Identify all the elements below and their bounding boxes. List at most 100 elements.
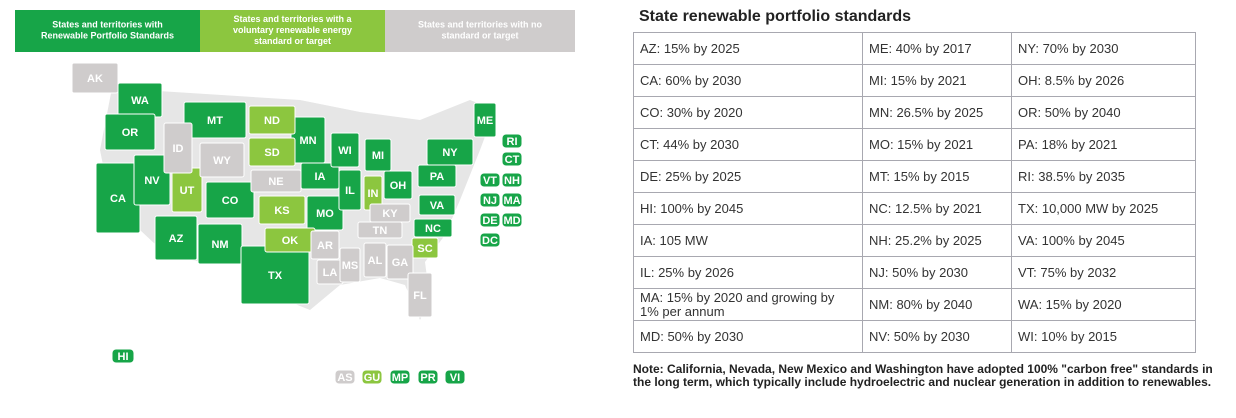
table-cell: NH: 25.2% by 2025: [862, 224, 1012, 257]
table-cell: VA: 100% by 2045: [1011, 224, 1196, 257]
state-shape: [111, 348, 135, 364]
state-shape: [501, 172, 523, 188]
state-label: NH: [504, 175, 520, 187]
state-label: VT: [483, 175, 497, 187]
state-label: OH: [390, 180, 407, 192]
state-label: UT: [180, 185, 195, 197]
map: States and territories with Renewable Por…: [15, 10, 575, 385]
state-shape: [334, 369, 356, 385]
table-cell: NC: 12.5% by 2021: [862, 192, 1012, 225]
state-shape: [104, 113, 156, 151]
state-shape: [473, 102, 497, 138]
table-cell: CA: 60% by 2030: [633, 64, 863, 97]
table-cell: IA: 105 MW: [633, 224, 863, 257]
state-shape: [163, 122, 193, 174]
state-shape: [330, 132, 360, 168]
table-row: MD: 50% by 2030 NV: 50% by 2030 WI: 10% by…: [633, 320, 1196, 353]
state-shape: [306, 195, 344, 231]
state-label: WY: [213, 155, 231, 167]
state-label: MS: [342, 260, 359, 272]
state-label: KY: [382, 208, 398, 220]
state-shape: [407, 272, 433, 318]
table-cell: NY: 70% by 2030: [1011, 32, 1196, 65]
table-cell: MT: 15% by 2015: [862, 160, 1012, 193]
table-cell: PA: 18% by 2021: [1011, 128, 1196, 161]
state-label: ME: [477, 115, 494, 127]
state-label: NE: [268, 176, 283, 188]
state-label: MD: [503, 215, 520, 227]
state-label: MA: [503, 195, 520, 207]
table-row: IL: 25% by 2026 NJ: 50% by 2030 VT: 75% by…: [633, 256, 1196, 289]
state-label: MO: [316, 208, 334, 220]
table-cell: NV: 50% by 2030: [862, 320, 1012, 353]
state-shape: [413, 218, 453, 238]
state-label: VI: [450, 372, 460, 384]
state-label: HI: [118, 351, 129, 363]
state-shape: [501, 133, 523, 149]
table-cell: AZ: 15% by 2025: [633, 32, 863, 65]
table-cell: CO: 30% by 2020: [633, 96, 863, 129]
state-label: SC: [417, 243, 432, 255]
state-shape: [444, 369, 466, 385]
state-label: SD: [264, 147, 279, 159]
table-cell: WA: 15% by 2020: [1011, 288, 1196, 321]
table-row: HI: 100% by 2045 NC: 12.5% by 2021 TX: 10,…: [633, 192, 1196, 225]
state-label: NM: [211, 239, 228, 251]
state-shape: [258, 195, 306, 225]
table-cell: TX: 10,000 MW by 2025: [1011, 192, 1196, 225]
state-label: OK: [282, 235, 299, 247]
state-shape: [501, 151, 523, 167]
state-label: MP: [392, 372, 409, 384]
table-row: DE: 25% by 2025 MT: 15% by 2015 RI: 38.5% …: [633, 160, 1196, 193]
state-label: MI: [372, 150, 384, 162]
table-row: CA: 60% by 2030 MI: 15% by 2021 OH: 8.5% b…: [633, 64, 1196, 97]
state-shape: [248, 137, 296, 167]
state-label: IN: [368, 188, 379, 200]
state-label: AR: [317, 240, 333, 252]
state-shape: [154, 215, 198, 261]
table-row: CO: 30% by 2020 MN: 26.5% by 2025 OR: 50% …: [633, 96, 1196, 129]
state-label: NY: [442, 147, 458, 159]
state-label: GU: [364, 372, 381, 384]
state-label: PA: [430, 171, 445, 183]
state-shape: [501, 192, 523, 208]
note: Note: California, Nevada, New Mexico and…: [633, 362, 1213, 389]
table-cell: VT: 75% by 2032: [1011, 256, 1196, 289]
state-label: RI: [507, 136, 518, 148]
state-shape: [479, 172, 501, 188]
rps-table: AZ: 15% by 2025 ME: 40% by 2017 NY: 70% by…: [633, 32, 1196, 353]
state-shape: [133, 154, 171, 206]
state-label: CT: [505, 154, 520, 166]
state-shape: [205, 181, 255, 219]
legend-swatch: [200, 10, 385, 52]
state-shape: [364, 138, 392, 172]
state-shape: [383, 170, 413, 200]
state-label: VA: [430, 200, 445, 212]
state-label: MN: [299, 135, 316, 147]
table-cell: ME: 40% by 2017: [862, 32, 1012, 65]
state-label: MT: [207, 115, 223, 127]
state-label: AS: [337, 372, 352, 384]
state-label: DE: [482, 215, 497, 227]
table-cell: MA: 15% by 2020 and growing by 1% per an…: [633, 288, 863, 321]
state-label: AZ: [169, 233, 184, 245]
table-cell: NM: 80% by 2040: [862, 288, 1012, 321]
state-label: WI: [338, 145, 351, 157]
table-cell: OR: 50% by 2040: [1011, 96, 1196, 129]
state-shape: [71, 62, 119, 94]
state-shape: [183, 101, 247, 139]
state-label: NC: [425, 223, 441, 235]
state-label: GA: [392, 257, 409, 269]
rps-panel: State renewable portfolio standards AZ: …: [633, 8, 1213, 389]
state-label: PR: [420, 372, 435, 384]
state-shape: [357, 221, 403, 239]
state-shape: [248, 105, 296, 135]
table-cell: OH: 8.5% by 2026: [1011, 64, 1196, 97]
state-shape: [250, 169, 302, 193]
state-label: DC: [482, 235, 498, 247]
state-label: CA: [110, 193, 126, 205]
table-cell: IL: 25% by 2026: [633, 256, 863, 289]
table-cell: MI: 15% by 2021: [862, 64, 1012, 97]
state-shape: [389, 369, 411, 385]
